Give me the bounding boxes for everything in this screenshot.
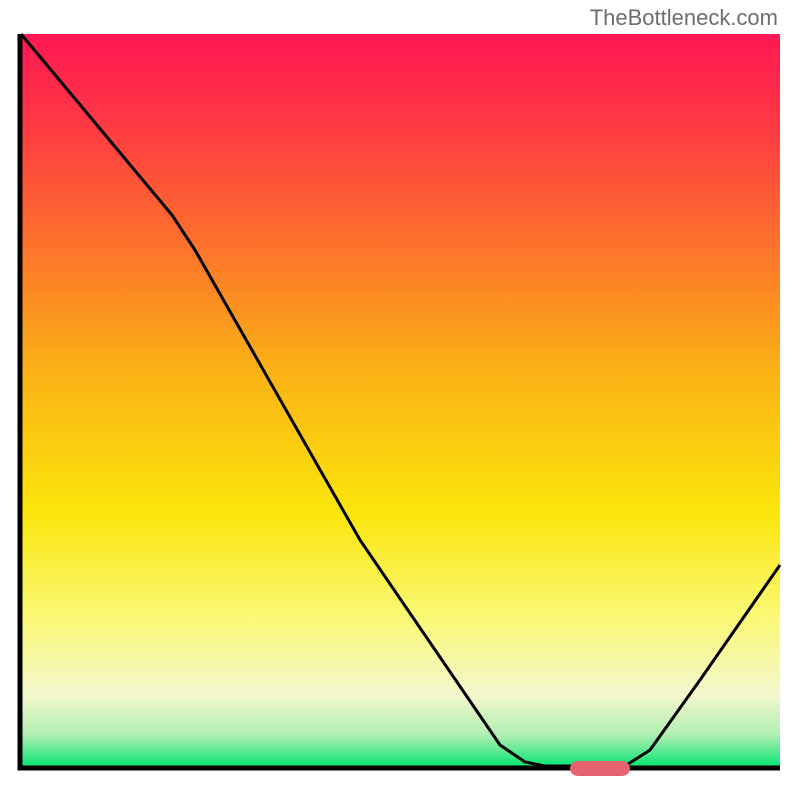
optimal-marker bbox=[570, 761, 630, 776]
watermark-text: TheBottleneck.com bbox=[590, 5, 778, 31]
bottleneck-chart: TheBottleneck.com bbox=[0, 0, 800, 800]
plot-background bbox=[20, 34, 780, 768]
chart-svg bbox=[0, 0, 800, 800]
